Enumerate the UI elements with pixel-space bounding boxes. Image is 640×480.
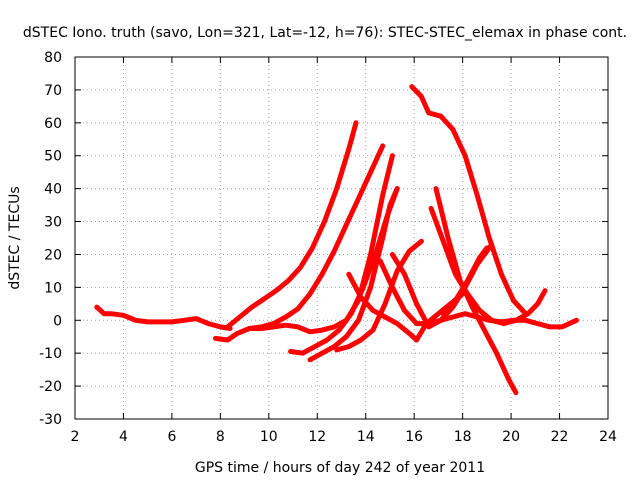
y-tick-label: 60 — [44, 116, 62, 132]
series-track-1 — [94, 304, 233, 331]
series-track-7 — [334, 238, 424, 353]
x-tick-label: 10 — [260, 429, 278, 445]
plot-frame — [74, 56, 609, 420]
y-tick-label: 30 — [44, 215, 62, 231]
x-tick-label: 8 — [216, 429, 225, 445]
y-tick-label: 20 — [44, 247, 62, 263]
chart-title: dSTEC Iono. truth (savo, Lon=321, Lat=-1… — [23, 25, 627, 41]
x-tick-label: 14 — [357, 429, 375, 445]
x-tick-label: 22 — [551, 429, 569, 445]
x-tick-label: 20 — [502, 429, 520, 445]
series-track-14 — [440, 245, 490, 317]
series-track-3 — [213, 143, 386, 343]
series-track-11 — [428, 205, 548, 327]
y-tick-label: 70 — [44, 83, 62, 99]
y-tick-label: 40 — [44, 182, 62, 198]
y-tick-label: 50 — [44, 149, 62, 165]
series-track-13 — [409, 84, 529, 317]
x-tick-label: 16 — [405, 429, 423, 445]
x-tick-label: 6 — [167, 429, 176, 445]
x-tick-label: 2 — [71, 429, 80, 445]
y-tick-label: -10 — [39, 346, 62, 362]
series-track-2 — [225, 120, 359, 330]
y-tick-label: 0 — [53, 313, 62, 329]
series-track-6 — [307, 186, 400, 363]
x-axis-label: GPS time / hours of day 242 of year 2011 — [195, 460, 485, 476]
series-track-12 — [433, 186, 519, 396]
y-axis-label: dSTEC / TECUs — [7, 186, 23, 289]
y-tick-label: -20 — [39, 379, 62, 395]
y-tick-label: -30 — [39, 412, 62, 428]
series-track-8 — [346, 271, 466, 343]
x-tick-labels: 2 4 6 8 10 12 14 16 18 20 22 24 — [71, 429, 617, 445]
x-tick-label: 12 — [308, 429, 326, 445]
series-track-4 — [246, 153, 395, 335]
x-tick-label: 24 — [599, 429, 617, 445]
y-tick-label: 80 — [44, 50, 62, 66]
axis-ticks — [74, 56, 609, 420]
y-tick-label: 10 — [44, 280, 62, 296]
x-tick-label: 18 — [454, 429, 472, 445]
series-group — [94, 84, 579, 396]
grid-lines — [75, 57, 608, 419]
x-tick-label: 4 — [119, 429, 128, 445]
y-tick-labels: -30 -20 -10 0 10 20 30 40 50 60 70 80 — [39, 50, 62, 428]
